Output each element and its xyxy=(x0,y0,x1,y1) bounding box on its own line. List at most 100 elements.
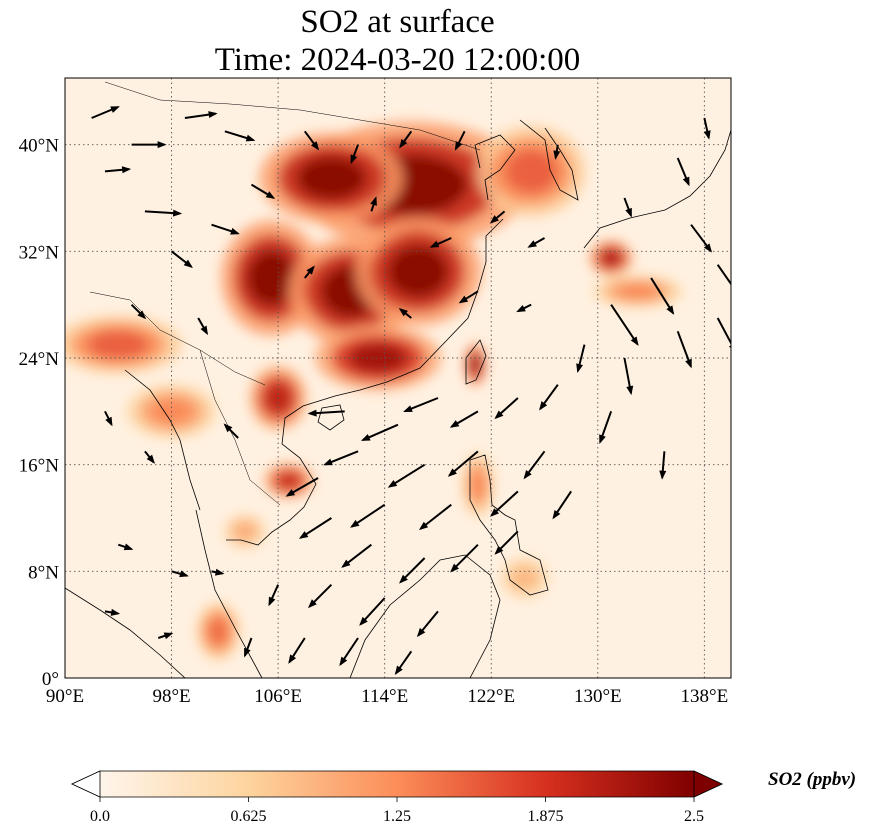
wind-arrow xyxy=(157,632,174,640)
wind-arrow xyxy=(359,597,386,626)
wind-arrow xyxy=(224,130,256,142)
wind-arrow xyxy=(243,637,253,658)
wind-arrow xyxy=(350,503,386,528)
wind-arrow xyxy=(268,584,280,607)
wind-arrow xyxy=(288,637,306,664)
wind-arrow xyxy=(610,304,639,346)
coastline-borneo xyxy=(349,554,501,678)
wind-arrow xyxy=(676,157,690,187)
wind-arrow xyxy=(429,237,452,248)
wind-arrow xyxy=(703,117,711,140)
wind-arrow xyxy=(130,303,147,320)
wind-arrow xyxy=(650,277,675,315)
wind-arrow xyxy=(387,463,426,488)
wind-arrow xyxy=(170,250,193,268)
wind-arrow xyxy=(370,196,377,212)
colorbar-min-extend xyxy=(71,770,101,798)
so2-hotspot xyxy=(616,283,660,300)
so2-hotspot xyxy=(600,249,622,267)
colorbar-tick-label: 0.0 xyxy=(90,808,110,825)
wind-arrow xyxy=(623,197,632,218)
wind-arrow xyxy=(416,610,439,638)
wind-arrow xyxy=(449,410,479,428)
coastline-hainan xyxy=(317,404,345,431)
wind-arrow xyxy=(350,144,359,165)
longitude-tick-label: 122°E xyxy=(467,686,515,707)
so2-hotspot xyxy=(234,522,256,540)
wind-arrow xyxy=(523,450,546,480)
wind-arrow xyxy=(104,608,121,616)
wind-arrow xyxy=(131,141,167,149)
coastline-indochina xyxy=(124,369,201,511)
wind-arrow xyxy=(489,210,506,224)
wind-arrow xyxy=(104,410,113,427)
so2-hotspot xyxy=(512,567,537,589)
so2-hotspot xyxy=(470,354,481,376)
wind-arrow xyxy=(303,265,315,279)
wind-arrow xyxy=(403,397,439,413)
wind-arrow xyxy=(398,307,412,319)
so2-hotspot xyxy=(247,250,296,306)
wind-arrow xyxy=(494,530,519,555)
colorbar-tick-label: 0.625 xyxy=(231,808,267,825)
wind-vectors xyxy=(91,106,731,675)
colorbar-label: SO2 (ppbv) xyxy=(768,769,857,790)
wind-arrow xyxy=(599,410,613,445)
wind-arrow xyxy=(250,183,276,199)
wind-arrow xyxy=(144,450,155,464)
longitude-tick-label: 138°E xyxy=(681,686,729,707)
wind-arrow xyxy=(399,557,426,584)
map-timestamp: Time: 2024-03-20 12:00:00 xyxy=(214,42,581,78)
map-frame xyxy=(64,77,732,679)
wind-arrow xyxy=(539,384,559,411)
coastline-japan xyxy=(583,129,731,249)
wind-arrow xyxy=(494,397,519,420)
wind-arrow xyxy=(454,130,466,151)
wind-arrow xyxy=(394,650,413,675)
colorbar-bar xyxy=(71,770,723,798)
so2-hotspot xyxy=(387,245,449,298)
map-title: SO2 at surface xyxy=(300,4,495,40)
wind-arrow xyxy=(307,583,333,609)
map-panel xyxy=(64,77,732,679)
wind-arrow xyxy=(458,290,479,304)
wind-arrow xyxy=(399,130,413,149)
colorbar: 0.0 0.625 1.25 1.875 2.5 xyxy=(71,770,723,825)
wind-arrow xyxy=(659,451,667,480)
longitude-tick-label: 114°E xyxy=(361,686,408,707)
wind-arrow xyxy=(360,423,399,441)
wind-arrow xyxy=(197,317,208,336)
wind-arrow xyxy=(223,423,239,439)
so2-hotspot xyxy=(87,330,149,359)
wind-arrow xyxy=(690,224,713,253)
latitude-tick-label: 8°N xyxy=(28,562,59,583)
coastline-malay-sumatra xyxy=(65,509,263,678)
longitude-tick-label: 90°E xyxy=(46,686,84,707)
latitude-tick-label: 0° xyxy=(42,669,59,690)
wind-arrow xyxy=(323,450,359,466)
longitude-tick-label: 130°E xyxy=(574,686,622,707)
colorbar-tick-label: 1.875 xyxy=(528,808,564,825)
wind-arrow xyxy=(418,503,452,531)
wind-arrow xyxy=(171,570,189,578)
wind-arrow xyxy=(184,111,218,119)
wind-arrow xyxy=(285,477,319,497)
longitude-tick-label: 106°E xyxy=(254,686,302,707)
wind-arrow xyxy=(303,130,320,151)
wind-arrow xyxy=(339,637,359,667)
so2-hotspot xyxy=(207,617,229,646)
colorbar-tick-label: 2.5 xyxy=(684,808,704,825)
wind-arrow xyxy=(91,106,120,119)
wind-arrow xyxy=(527,237,546,248)
wind-arrow xyxy=(553,144,561,160)
wind-arrow xyxy=(104,166,132,174)
wind-arrow xyxy=(447,450,479,477)
wind-arrow xyxy=(576,344,586,374)
wind-arrow xyxy=(552,490,572,520)
wind-arrow xyxy=(211,223,240,235)
so2-hotspot xyxy=(470,469,486,501)
colorbar-tick-label: 1.25 xyxy=(383,808,411,825)
coastlines xyxy=(65,81,731,678)
wind-arrow xyxy=(676,330,692,369)
latitude-tick-label: 16°N xyxy=(19,456,60,477)
